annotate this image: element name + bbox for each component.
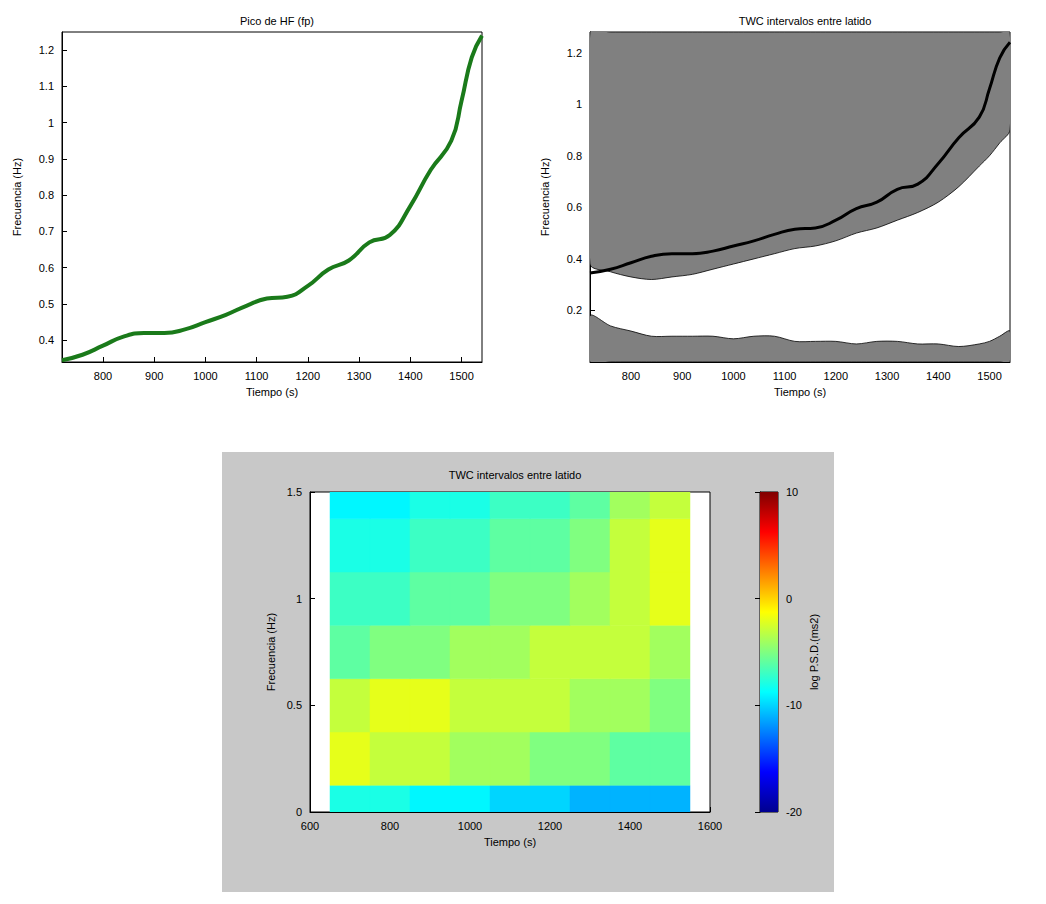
- svg-text:1300: 1300: [875, 370, 899, 382]
- svg-text:1000: 1000: [458, 820, 482, 832]
- svg-text:Pico de HF (fp): Pico de HF (fp): [240, 15, 314, 27]
- svg-text:1000: 1000: [193, 370, 217, 382]
- svg-text:0.6: 0.6: [567, 201, 582, 213]
- svg-text:800: 800: [622, 370, 640, 382]
- svg-text:0.4: 0.4: [39, 334, 54, 346]
- svg-text:0.6: 0.6: [39, 262, 54, 274]
- svg-text:600: 600: [301, 820, 319, 832]
- svg-text:0.5: 0.5: [287, 699, 302, 711]
- svg-text:1: 1: [296, 593, 302, 605]
- svg-text:0: 0: [786, 593, 792, 605]
- svg-text:0: 0: [296, 806, 302, 818]
- svg-text:Frecuencia (Hz): Frecuencia (Hz): [265, 613, 277, 691]
- svg-text:1400: 1400: [398, 370, 422, 382]
- svg-text:900: 900: [673, 370, 691, 382]
- svg-text:1.5: 1.5: [287, 486, 302, 498]
- svg-text:1200: 1200: [296, 370, 320, 382]
- svg-text:1500: 1500: [977, 370, 1001, 382]
- svg-text:0.4: 0.4: [567, 253, 582, 265]
- svg-text:1100: 1100: [773, 370, 797, 382]
- svg-text:Frecuencia (Hz): Frecuencia (Hz): [11, 158, 23, 236]
- svg-text:1500: 1500: [449, 370, 473, 382]
- svg-text:1.2: 1.2: [39, 44, 54, 56]
- svg-text:1.2: 1.2: [567, 47, 582, 59]
- svg-text:10: 10: [786, 486, 798, 498]
- svg-text:log P.S.D.(ms2): log P.S.D.(ms2): [808, 614, 820, 690]
- svg-text:1300: 1300: [347, 370, 371, 382]
- svg-text:1400: 1400: [618, 820, 642, 832]
- svg-text:0.7: 0.7: [39, 225, 54, 237]
- svg-text:TWC intervalos entre latido: TWC intervalos entre latido: [739, 15, 872, 27]
- svg-text:1: 1: [576, 98, 582, 110]
- svg-text:Tiempo (s): Tiempo (s): [774, 386, 826, 398]
- svg-text:1400: 1400: [926, 370, 950, 382]
- svg-text:900: 900: [145, 370, 163, 382]
- svg-text:-20: -20: [786, 806, 802, 818]
- svg-text:0.8: 0.8: [39, 189, 54, 201]
- svg-text:0.2: 0.2: [567, 304, 582, 316]
- svg-text:1000: 1000: [721, 370, 745, 382]
- svg-text:1: 1: [48, 117, 54, 129]
- svg-text:0.9: 0.9: [39, 153, 54, 165]
- svg-text:1200: 1200: [538, 820, 562, 832]
- svg-text:0.8: 0.8: [567, 150, 582, 162]
- svg-text:0.5: 0.5: [39, 298, 54, 310]
- svg-text:-10: -10: [786, 699, 802, 711]
- svg-text:1600: 1600: [698, 820, 722, 832]
- svg-text:800: 800: [94, 370, 112, 382]
- svg-text:1.1: 1.1: [39, 80, 54, 92]
- svg-text:Tiempo (s): Tiempo (s): [246, 386, 298, 398]
- svg-text:1100: 1100: [245, 370, 269, 382]
- svg-text:1200: 1200: [824, 370, 848, 382]
- svg-text:Frecuencia (Hz): Frecuencia (Hz): [539, 158, 551, 236]
- svg-text:800: 800: [381, 820, 399, 832]
- svg-text:Tiempo (s): Tiempo (s): [484, 836, 536, 848]
- svg-text:TWC intervalos entre latido: TWC intervalos entre latido: [449, 469, 582, 481]
